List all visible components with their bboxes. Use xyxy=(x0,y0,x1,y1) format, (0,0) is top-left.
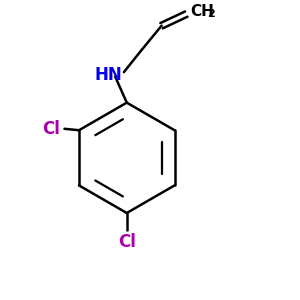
Text: CH: CH xyxy=(191,4,214,19)
Text: Cl: Cl xyxy=(118,233,136,251)
Text: Cl: Cl xyxy=(42,120,60,138)
Text: 2: 2 xyxy=(207,9,215,19)
Text: HN: HN xyxy=(94,66,122,84)
